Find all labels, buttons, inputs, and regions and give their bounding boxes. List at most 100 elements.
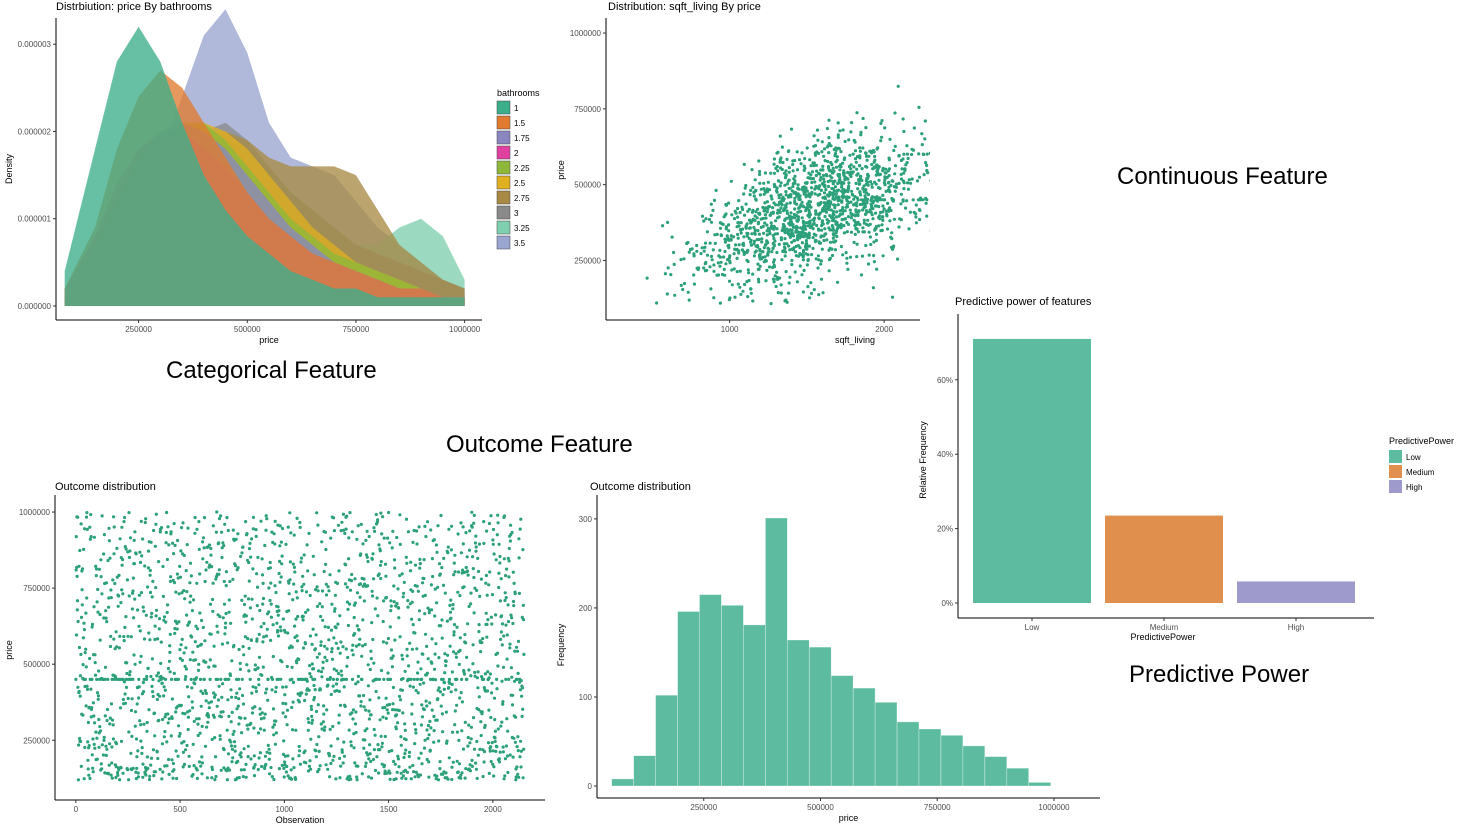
scatter-point xyxy=(844,251,848,255)
scatter-point xyxy=(917,105,921,109)
scatter-point xyxy=(515,765,519,769)
scatter-point xyxy=(243,594,247,598)
scatter-point xyxy=(835,215,839,219)
scatter-point xyxy=(881,169,885,173)
scatter-point xyxy=(509,523,513,527)
scatter-point xyxy=(274,685,278,689)
scatter-point xyxy=(806,244,810,248)
scatter-point xyxy=(430,637,434,641)
continuous-feature-label: Continuous Feature xyxy=(1117,163,1328,190)
scatter-point xyxy=(845,230,849,234)
scatter-point xyxy=(128,670,132,674)
scatter-point xyxy=(326,625,330,629)
scatter-point xyxy=(291,757,295,761)
scatter-point xyxy=(825,145,829,149)
scatter-point xyxy=(269,638,273,642)
scatter-point xyxy=(407,754,411,759)
scatter-point xyxy=(515,645,519,649)
scatter-point xyxy=(456,770,460,774)
scatter-point xyxy=(433,678,438,682)
scatter-point xyxy=(278,524,282,528)
predictive-power-label: Predictive Power xyxy=(1129,661,1310,688)
scatter-point xyxy=(251,567,255,571)
scatter-point xyxy=(425,644,429,648)
scatter-point xyxy=(344,647,348,651)
scatter-point xyxy=(215,510,219,514)
scatter-point xyxy=(503,757,507,761)
scatter-point xyxy=(214,755,218,759)
scatter-point xyxy=(816,151,821,155)
scatter-point xyxy=(350,530,354,534)
scatter-point xyxy=(480,710,484,714)
scatter-point xyxy=(911,198,915,202)
scatter-point xyxy=(241,645,245,649)
scatter-point xyxy=(367,717,371,721)
scatter-point xyxy=(408,765,412,769)
scatter-point xyxy=(415,647,419,651)
scatter-point xyxy=(407,750,412,754)
scatter-point xyxy=(92,742,96,746)
scatter-point xyxy=(774,284,778,289)
scatter-point xyxy=(148,774,152,778)
scatter-point xyxy=(308,634,312,638)
scatter-point xyxy=(419,667,423,671)
scatter-point xyxy=(513,649,517,653)
scatter-point xyxy=(104,744,108,748)
scatter-point xyxy=(727,229,731,233)
scatter-point xyxy=(356,764,360,768)
scatter-point xyxy=(816,138,820,142)
scatter-point xyxy=(261,602,265,606)
scatter-point xyxy=(377,771,381,775)
scatter-point xyxy=(137,696,141,700)
scatter-point xyxy=(738,269,742,273)
outcome-feature-label: Outcome Feature xyxy=(446,431,633,458)
x-tick-label: 1000000 xyxy=(449,325,481,334)
scatter-point xyxy=(322,569,326,574)
scatter-point xyxy=(805,247,809,251)
scatter-point xyxy=(427,611,431,615)
scatter-point xyxy=(836,173,841,177)
scatter-point xyxy=(100,514,104,518)
scatter-point xyxy=(739,292,743,296)
scatter-point xyxy=(254,689,258,693)
scatter-point xyxy=(178,564,182,568)
scatter-point xyxy=(450,765,454,769)
scatter-point xyxy=(217,568,221,572)
scatter-point xyxy=(266,743,270,747)
scatter-point xyxy=(851,193,855,197)
scatter-point xyxy=(350,572,354,577)
scatter-point xyxy=(810,190,814,194)
scatter-point xyxy=(795,194,799,198)
scatter-point xyxy=(878,217,882,221)
scatter-point xyxy=(855,155,860,159)
scatter-point xyxy=(387,749,391,754)
scatter-point xyxy=(181,765,185,769)
scatter-point xyxy=(808,219,812,223)
scatter-point xyxy=(290,645,294,649)
scatter-point xyxy=(420,715,424,719)
scatter-point xyxy=(841,212,845,216)
scatter-point xyxy=(312,695,316,700)
histogram-bar xyxy=(984,756,1008,787)
scatter-point xyxy=(752,239,757,243)
scatter-point xyxy=(732,252,736,256)
scatter-point xyxy=(822,180,826,184)
scatter-point xyxy=(788,232,792,236)
scatter-point xyxy=(276,613,280,617)
scatter-point xyxy=(501,700,505,704)
scatter-point xyxy=(905,152,909,156)
scatter-point xyxy=(873,154,877,159)
scatter-point xyxy=(80,603,84,607)
scatter-point xyxy=(856,230,861,234)
scatter-point xyxy=(371,552,375,556)
scatter-point xyxy=(864,179,868,183)
scatter-point xyxy=(305,679,309,683)
scatter-point xyxy=(753,228,757,232)
scatter-point xyxy=(741,242,745,246)
scatter-point xyxy=(352,615,356,620)
scatter-point xyxy=(457,738,461,742)
scatter-point xyxy=(155,750,159,754)
scatter-point xyxy=(459,521,463,525)
x-axis-label: sqft_living xyxy=(835,335,875,345)
scatter-point xyxy=(711,208,715,212)
